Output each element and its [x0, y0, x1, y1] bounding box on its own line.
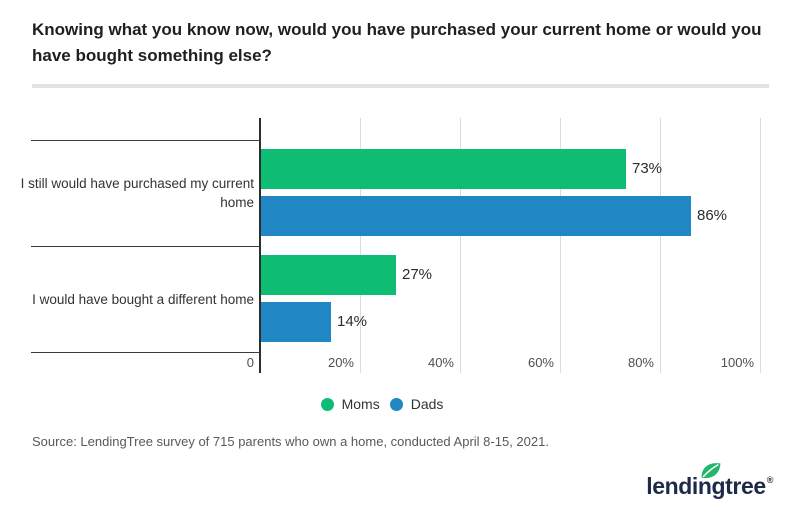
legend-label-dads: Dads: [410, 396, 444, 412]
x-tick-80: 80%: [627, 355, 654, 370]
value-label-dads-current: 86%: [697, 207, 728, 224]
value-label-moms-current: 73%: [632, 160, 663, 177]
x-tick-100: 100%: [720, 355, 754, 370]
gridline-60: [560, 118, 561, 373]
dads-swatch-icon: [389, 397, 403, 411]
category-label-current-home: I still would have purchased my current …: [20, 176, 254, 210]
legend-label-moms: Moms: [341, 396, 380, 412]
row-separator-middle: [31, 246, 260, 247]
chart-title: Knowing what you know now, would you hav…: [32, 20, 762, 65]
x-tick-20: 20%: [327, 355, 354, 370]
lendingtree-logo: lendingtree®: [646, 463, 774, 498]
bar-moms-different-home: [261, 255, 396, 295]
value-label-dads-different: 14%: [337, 313, 368, 330]
category-label-different-home: I would have bought a different home: [32, 291, 254, 307]
legend-item-dads: Dads: [389, 396, 444, 412]
gridline-40: [460, 118, 461, 373]
title-divider: [32, 84, 769, 88]
legend-item-moms: Moms: [320, 396, 380, 412]
x-tick-0: 0: [246, 355, 254, 370]
gridline-20: [360, 118, 361, 373]
row-separator-bottom: [31, 352, 260, 353]
legend: Moms Dads: [0, 396, 782, 412]
gridline-100: [760, 118, 761, 373]
bar-dads-different-home: [261, 302, 331, 342]
leaf-icon: [701, 463, 721, 479]
value-label-moms-different: 27%: [402, 266, 433, 283]
moms-swatch-icon: [320, 397, 334, 411]
logo-registered-mark: ®: [766, 475, 774, 485]
gridline-80: [660, 118, 661, 373]
bar-moms-current-home: [261, 149, 626, 189]
x-tick-60: 60%: [527, 355, 554, 370]
x-tick-40: 40%: [427, 355, 454, 370]
bar-dads-current-home: [261, 196, 691, 236]
row-separator-top: [31, 140, 260, 141]
source-note: Source: LendingTree survey of 715 parent…: [32, 434, 549, 449]
y-axis-line: [259, 118, 261, 373]
